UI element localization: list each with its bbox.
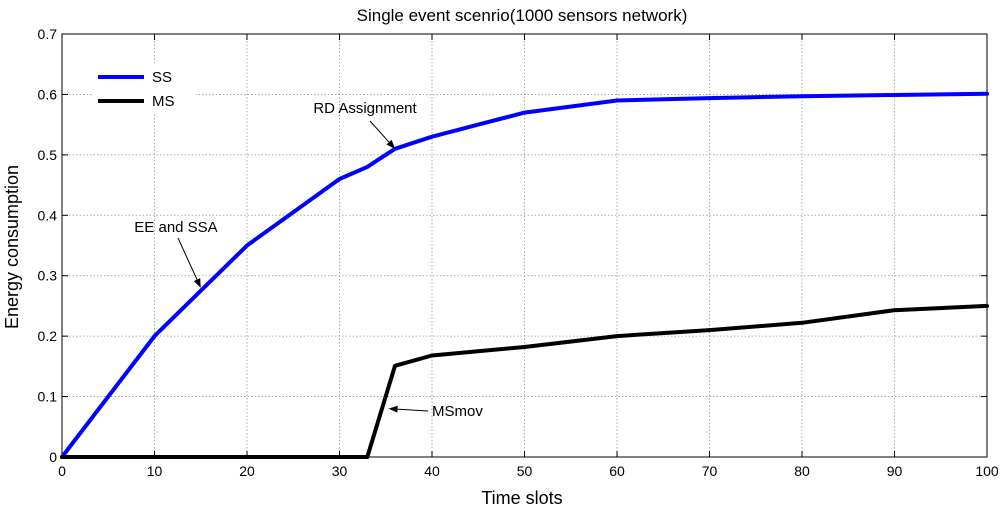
- annotation-arrowhead: [386, 139, 395, 149]
- y-tick-label: 0.4: [38, 207, 58, 223]
- annotations: EE and SSA RD Assignment MSmov: [134, 100, 483, 420]
- x-tick-label: 100: [975, 463, 999, 479]
- annotation-arrow: [177, 237, 201, 287]
- x-tick-label: 30: [332, 463, 348, 479]
- legend: SS MS: [92, 64, 196, 114]
- x-tick-label: 20: [239, 463, 255, 479]
- y-tick-label: 0.1: [38, 389, 58, 405]
- annotation-label: MSmov: [432, 403, 483, 420]
- y-tick-label: 0.3: [38, 268, 58, 284]
- x-tick-label: 10: [147, 463, 163, 479]
- x-axis: 0 10 20 30 40 50 60 70 80 90 100: [58, 34, 999, 479]
- legend-label-ss: SS: [152, 69, 172, 86]
- legend-label-ms: MS: [152, 93, 175, 110]
- x-tick-label: 70: [702, 463, 718, 479]
- x-tick-label: 0: [58, 463, 66, 479]
- y-tick-label: 0.7: [38, 26, 58, 42]
- x-tick-label: 60: [609, 463, 625, 479]
- x-tick-label: 40: [424, 463, 440, 479]
- series-line-ms: [60, 303, 989, 459]
- annotation-arrowhead: [388, 405, 398, 413]
- series-line-ss: [60, 91, 989, 459]
- y-tick-label: 0.2: [38, 328, 58, 344]
- series: [60, 91, 989, 459]
- annotation-label: EE and SSA: [134, 219, 217, 236]
- y-axis: 0 0.1 0.2 0.3 0.4 0.5 0.6 0.7: [38, 26, 987, 465]
- annotation-label: RD Assignment: [313, 100, 417, 117]
- legend-box: [92, 64, 196, 114]
- annotation-arrowhead: [193, 278, 201, 288]
- x-axis-label: Time slots: [481, 488, 562, 508]
- y-tick-label: 0: [49, 449, 57, 465]
- x-tick-label: 80: [794, 463, 810, 479]
- y-tick-label: 0.5: [38, 147, 58, 163]
- y-axis-label: Energy consumption: [2, 165, 22, 329]
- y-tick-label: 0.6: [38, 86, 58, 102]
- x-tick-label: 50: [517, 463, 533, 479]
- chart-title: Single event scenrio(1000 sensors networ…: [357, 6, 688, 25]
- x-tick-label: 90: [887, 463, 903, 479]
